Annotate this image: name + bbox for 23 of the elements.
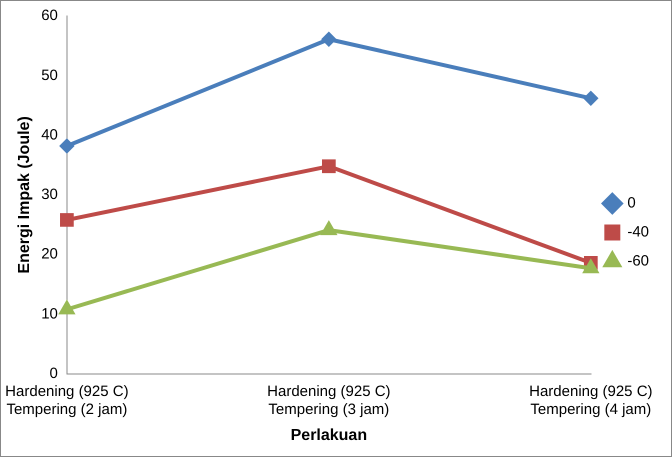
point	[59, 138, 74, 154]
y-tick-label: 30	[41, 186, 58, 204]
x-axis-title: Perlakuan	[290, 426, 368, 444]
y-axis-title: Energi Impak (Joule)	[16, 116, 34, 274]
legend-label: -60	[627, 252, 650, 270]
x-tick-label: Hardening (925 C) Tempering (3 jam)	[267, 382, 391, 418]
point	[582, 258, 600, 274]
y-tick-label: 20	[41, 246, 58, 263]
point	[58, 300, 76, 314]
legend-label: -40	[627, 224, 650, 241]
legend-label: 0	[627, 194, 636, 212]
point	[320, 220, 338, 236]
x-tick-label: Hardening (925 C) Tempering (4 jam)	[529, 382, 653, 418]
point	[583, 90, 598, 106]
point	[60, 213, 74, 227]
y-tick-label: 50	[41, 66, 58, 84]
y-tick-label: 10	[41, 305, 58, 322]
y-tick-label: 0	[50, 364, 58, 382]
point	[321, 32, 336, 47]
x-tick-label: Hardening (925 C) Tempering (2 jam)	[5, 382, 129, 418]
point	[322, 159, 336, 174]
y-tick-label: 40	[41, 126, 58, 144]
y-tick-label: 60	[41, 7, 58, 24]
